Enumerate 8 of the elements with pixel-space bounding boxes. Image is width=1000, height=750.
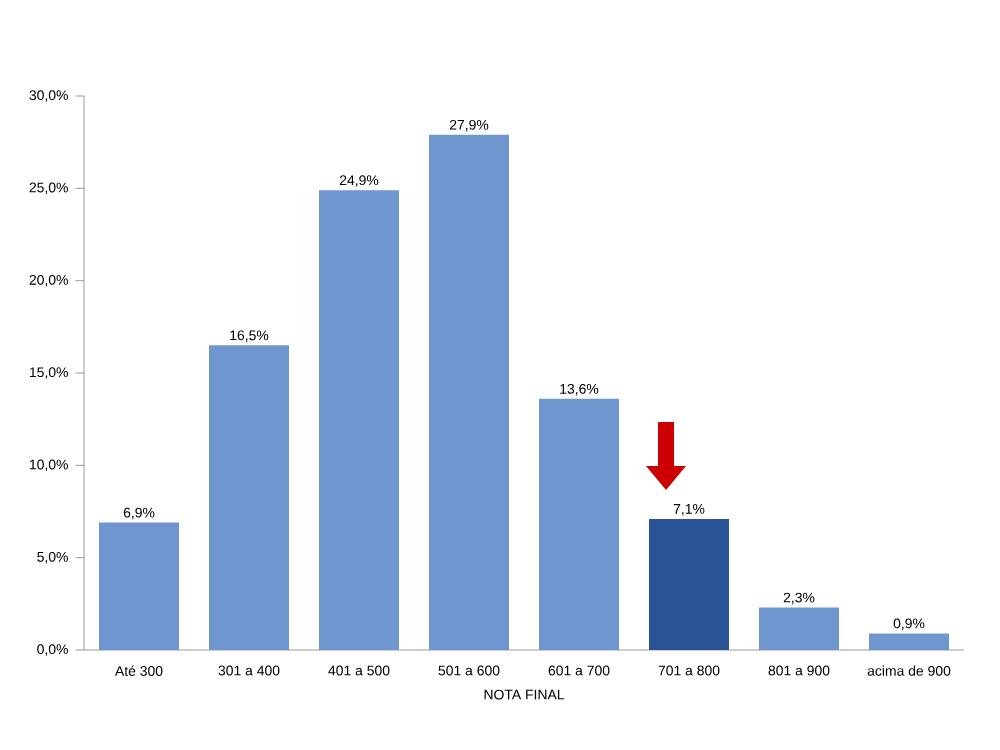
bar [99,522,180,650]
bar [319,190,400,650]
bar [429,134,509,650]
bar [539,398,619,650]
bar [868,633,949,650]
bar [209,345,290,650]
bar [759,607,839,650]
bar [649,518,729,650]
